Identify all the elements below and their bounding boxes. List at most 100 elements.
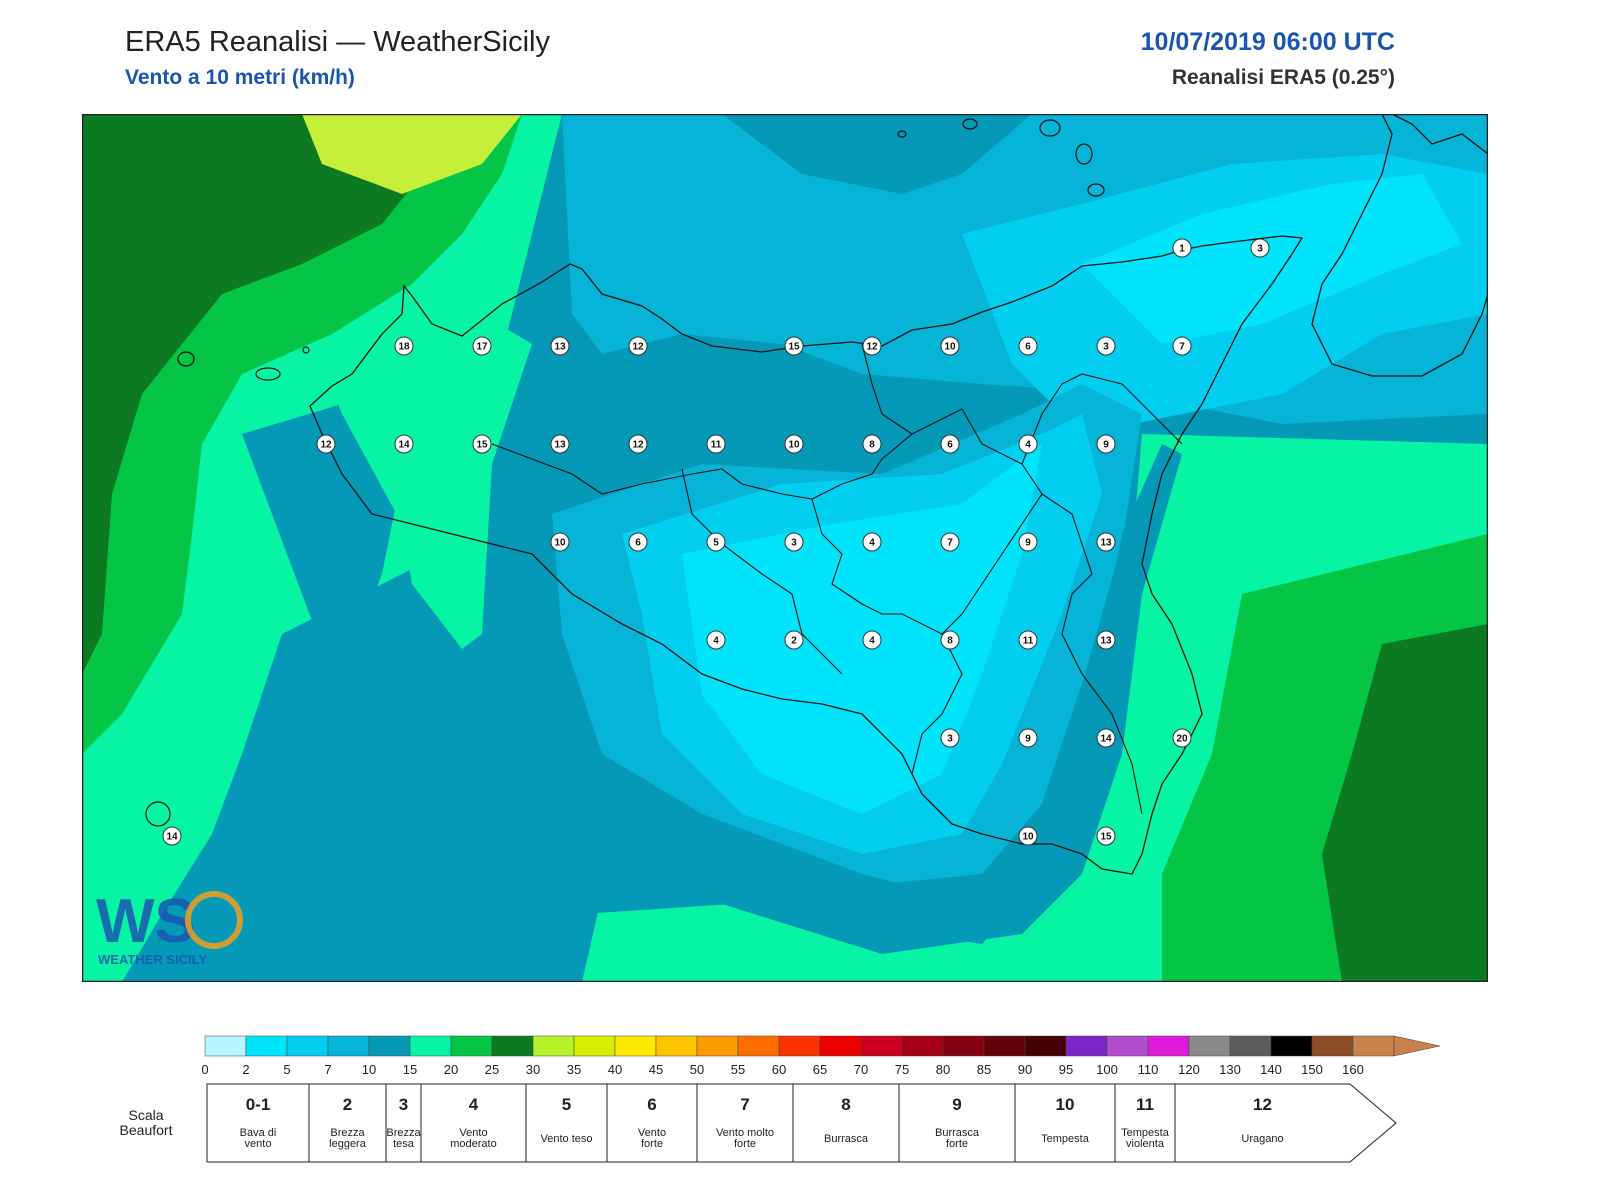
province-borders [491,343,1183,815]
station-marker: 20 [1172,728,1192,748]
chart-subtitle: Vento a 10 metri (km/h) [125,66,355,89]
sicily-coastline [309,235,1304,875]
legend-swatch [819,1035,862,1057]
station-marker: 14 [1096,728,1116,748]
beaufort-number: 3 [399,1095,408,1114]
beaufort-label: tesa [393,1138,415,1150]
beaufort-label: Vento [638,1127,666,1139]
station-marker: 17 [472,336,492,356]
station-marker: 18 [394,336,414,356]
station-marker: 8 [862,434,882,454]
station-marker: 7 [1172,336,1192,356]
legend-swatch [1106,1035,1149,1057]
station-value: 12 [320,440,332,451]
station-value: 9 [1103,440,1109,451]
station-value: 10 [944,342,956,353]
beaufort-label: forte [641,1138,663,1150]
station-marker: 6 [1018,336,1038,356]
legend-swatch [532,1035,575,1057]
station-marker: 1 [1172,238,1192,258]
station-value: 2 [791,636,797,647]
legend-tick-label: 65 [813,1062,827,1077]
legend-tick-label: 100 [1096,1062,1118,1077]
station-marker: 3 [1250,238,1270,258]
station-value: 20 [1176,734,1188,745]
station-value: 13 [554,440,566,451]
station-value: 10 [554,538,566,549]
legend-swatch [983,1035,1026,1057]
legend-arrow [1393,1035,1441,1057]
beaufort-label: Burrasca [935,1127,980,1139]
station-marker: 11 [706,434,726,454]
beaufort-label: Tempesta [1041,1133,1090,1145]
station-value: 12 [866,342,878,353]
legend-tick-label: 140 [1260,1062,1282,1077]
wind-map: 1 318 17 13 12 15 12 10 6 3 712 14 15 13 12 11 10 8 6 4 910 6… [82,114,1488,982]
calabria-coastline [1311,114,1488,377]
field-darkgreen-west [82,114,452,674]
legend-tick-label: 160 [1342,1062,1364,1077]
logo-text: WEATHER SICILY [98,952,207,967]
legend-tick-label: 80 [936,1062,950,1077]
station-marker: 9 [1018,532,1038,552]
field-lime-north [302,114,522,194]
station-value: 13 [1100,538,1112,549]
field-teal-west-sea [202,404,402,982]
station-value: 7 [947,538,953,549]
station-value: 6 [1025,342,1031,353]
station-marker: 2 [784,630,804,650]
station-marker: 10 [1018,826,1038,846]
station-marker: 10 [784,434,804,454]
station-marker: 3 [1096,336,1116,356]
station-marker: 15 [472,434,492,454]
beaufort-label: Vento molto [716,1127,774,1139]
legend-tick-label: 20 [444,1062,458,1077]
source-label: Reanalisi ERA5 (0.25°) [1171,66,1395,89]
station-marker: 9 [1018,728,1038,748]
legend-tick-label: 120 [1178,1062,1200,1077]
legend-tick-label: 90 [1018,1062,1032,1077]
station-value: 14 [398,440,410,451]
legend-swatch [450,1035,493,1057]
beaufort-label: Burrasca [824,1133,869,1145]
station-value: 14 [166,832,178,843]
legend-tick-label: 85 [977,1062,991,1077]
legend-tick-label: 70 [854,1062,868,1077]
station-value: 10 [788,440,800,451]
station-value: 14 [1100,734,1112,745]
station-value: 10 [1022,832,1034,843]
station-marker: 4 [862,630,882,650]
station-value: 4 [869,538,875,549]
legend-tick-label: 55 [731,1062,745,1077]
legend-swatch [1147,1035,1190,1057]
station-marker: 8 [940,630,960,650]
beaufort-label: Vento teso [541,1133,593,1145]
station-marker: 13 [550,434,570,454]
legend-swatch [696,1035,739,1057]
beaufort-number: 10 [1056,1095,1075,1114]
beaufort-number: 0-1 [246,1095,271,1114]
legend-swatch [573,1035,616,1057]
station-marker: 6 [628,532,648,552]
beaufort-number: 4 [469,1095,479,1114]
legend-tick-label: 40 [608,1062,622,1077]
legend-swatch [1270,1035,1313,1057]
legend-swatch [409,1035,452,1057]
station-marker: 11 [1018,630,1038,650]
beaufort-title: Scala Beaufort [119,1107,173,1138]
station-value: 6 [947,440,953,451]
beaufort-number: 5 [562,1095,571,1114]
station-marker: 15 [784,336,804,356]
legend-tick-label: 15 [403,1062,417,1077]
legend-swatch [1229,1035,1272,1057]
legend-tick-label: 130 [1219,1062,1241,1077]
field-aquamarine-west-sicily [322,314,532,649]
legend-tick-label: 2 [242,1062,249,1077]
weathersicily-logo: WS WEATHER SICILY [96,887,243,967]
beaufort-label: Brezza [330,1127,365,1139]
station-marker: 12 [862,336,882,356]
station-marker: 3 [784,532,804,552]
legend-tick-label: 7 [324,1062,331,1077]
beaufort-number: 7 [740,1095,749,1114]
